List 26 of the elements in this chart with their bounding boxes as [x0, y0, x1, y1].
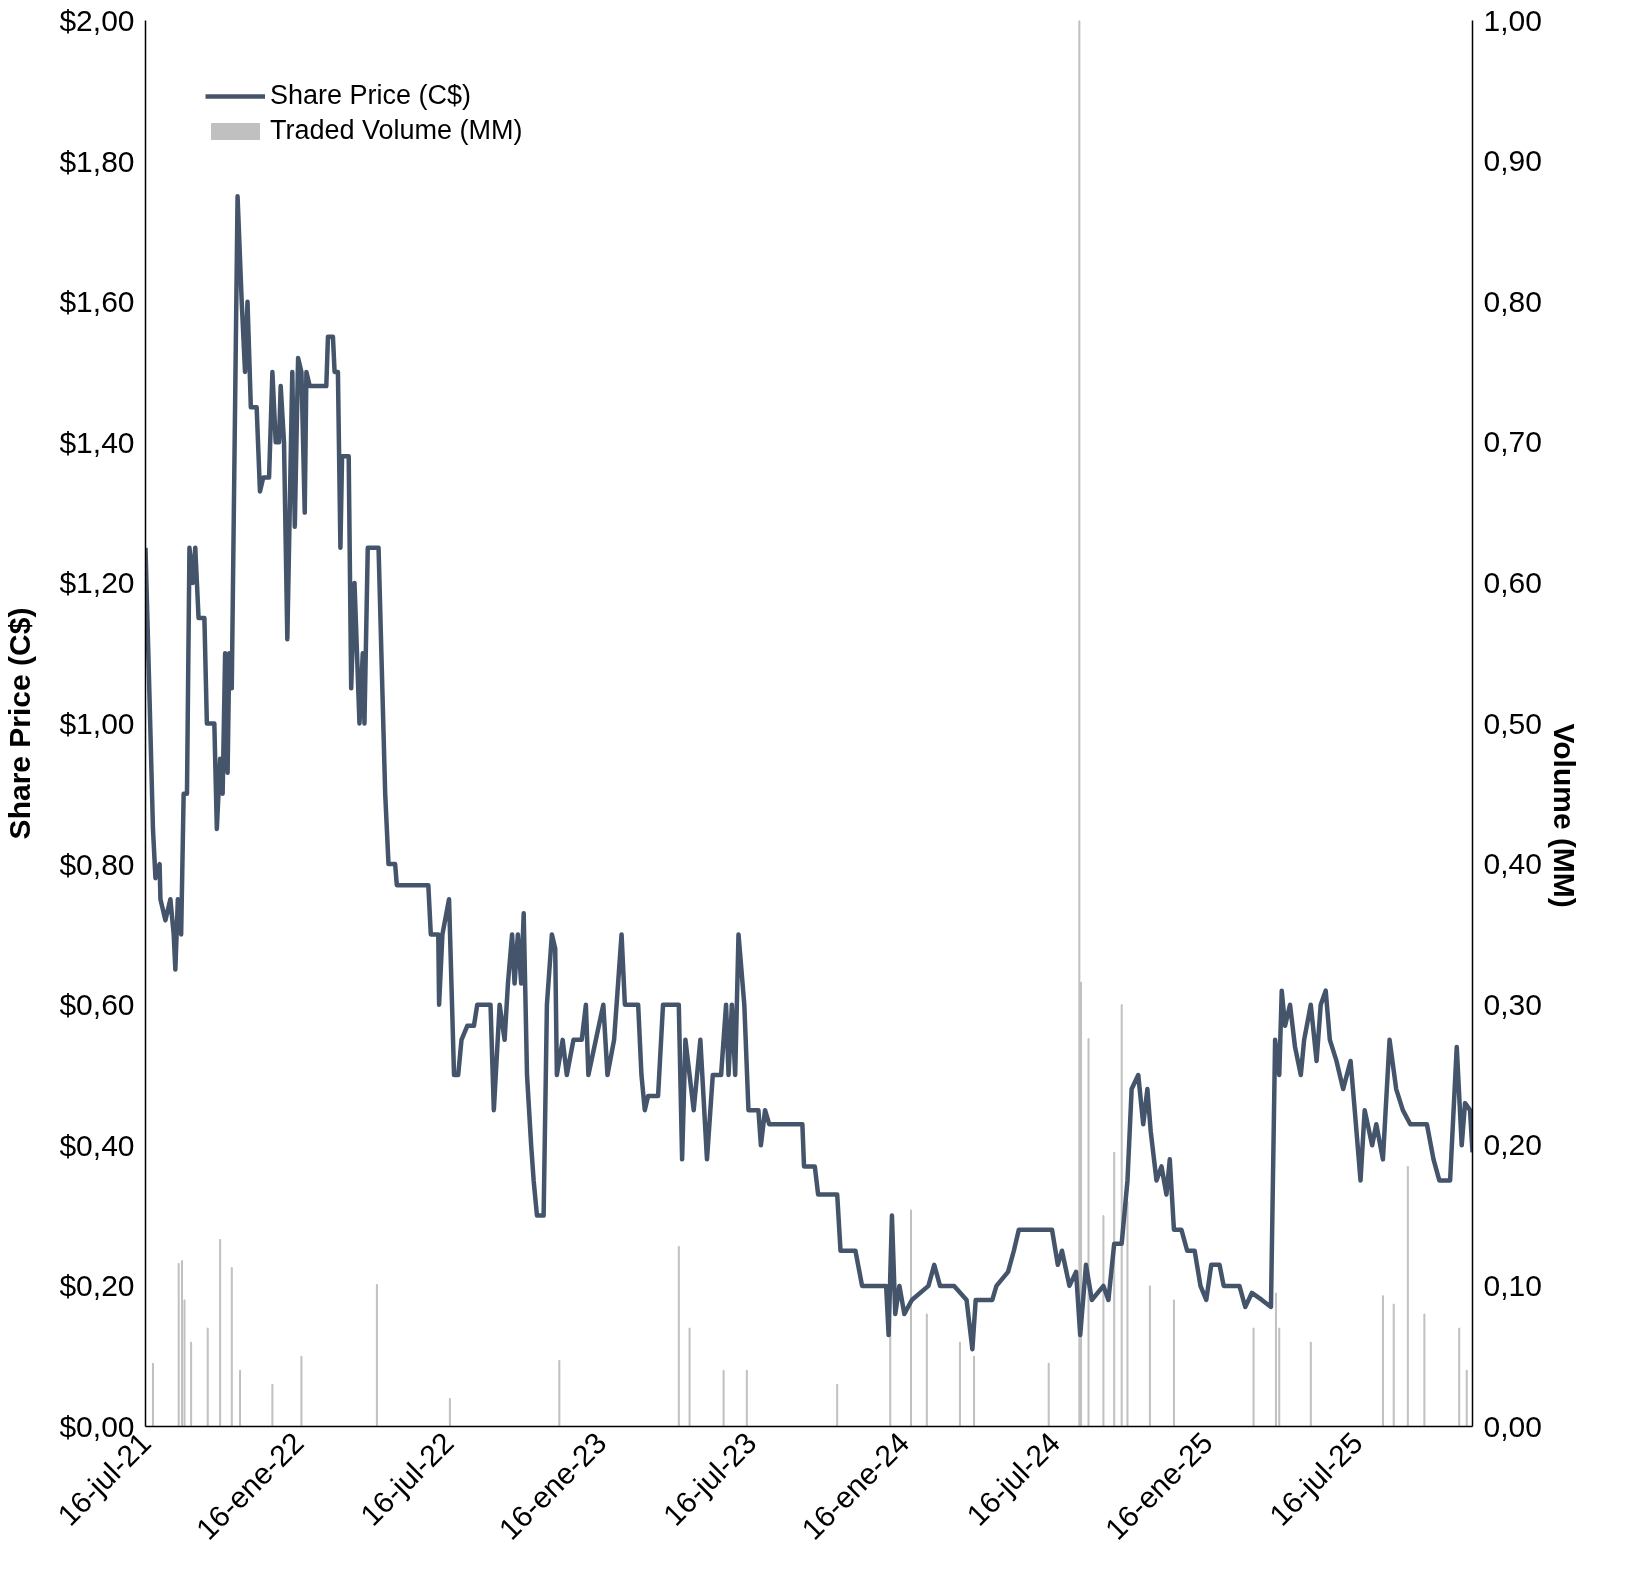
y2-tick-label: 0,60 — [1483, 565, 1542, 599]
y-tick-label: $0,40 — [59, 1128, 135, 1162]
y2-tick-label: 0,80 — [1483, 284, 1542, 318]
y-tick-label: $0,60 — [59, 988, 135, 1022]
y2-axis-title: Volume (MM) — [1548, 723, 1582, 908]
y2-tick-label: 0,00 — [1483, 1409, 1542, 1443]
y2-tick-label: 0,20 — [1483, 1128, 1542, 1162]
y-tick-label: $1,80 — [59, 144, 135, 178]
legend-label: Share Price (C$) — [270, 80, 472, 111]
y2-tick-label: 0,50 — [1483, 706, 1542, 740]
y-tick-label: $2,00 — [59, 4, 135, 37]
y2-tick-label: 1,00 — [1483, 3, 1542, 37]
y2-tick-label: 0,90 — [1483, 144, 1542, 178]
y-tick-label: $1,00 — [59, 707, 135, 740]
y2-tick-label: 0,30 — [1483, 987, 1542, 1021]
y2-tick-label: 0,10 — [1483, 1268, 1542, 1302]
y-tick-label: $1,20 — [59, 566, 135, 600]
y-tick-label: $1,60 — [59, 285, 135, 319]
y2-tick-label: 0,70 — [1483, 425, 1542, 459]
y-tick-label: $0,80 — [59, 847, 135, 881]
y-tick-label: $1,40 — [59, 425, 135, 459]
y-tick-label: $0,20 — [59, 1269, 135, 1303]
line-series — [145, 194, 1473, 1352]
y-axis-title: Share Price (C$) — [3, 607, 37, 840]
legend-label: Traded Volume (MM) — [270, 115, 523, 146]
y2-tick-label: 0,40 — [1483, 847, 1542, 881]
